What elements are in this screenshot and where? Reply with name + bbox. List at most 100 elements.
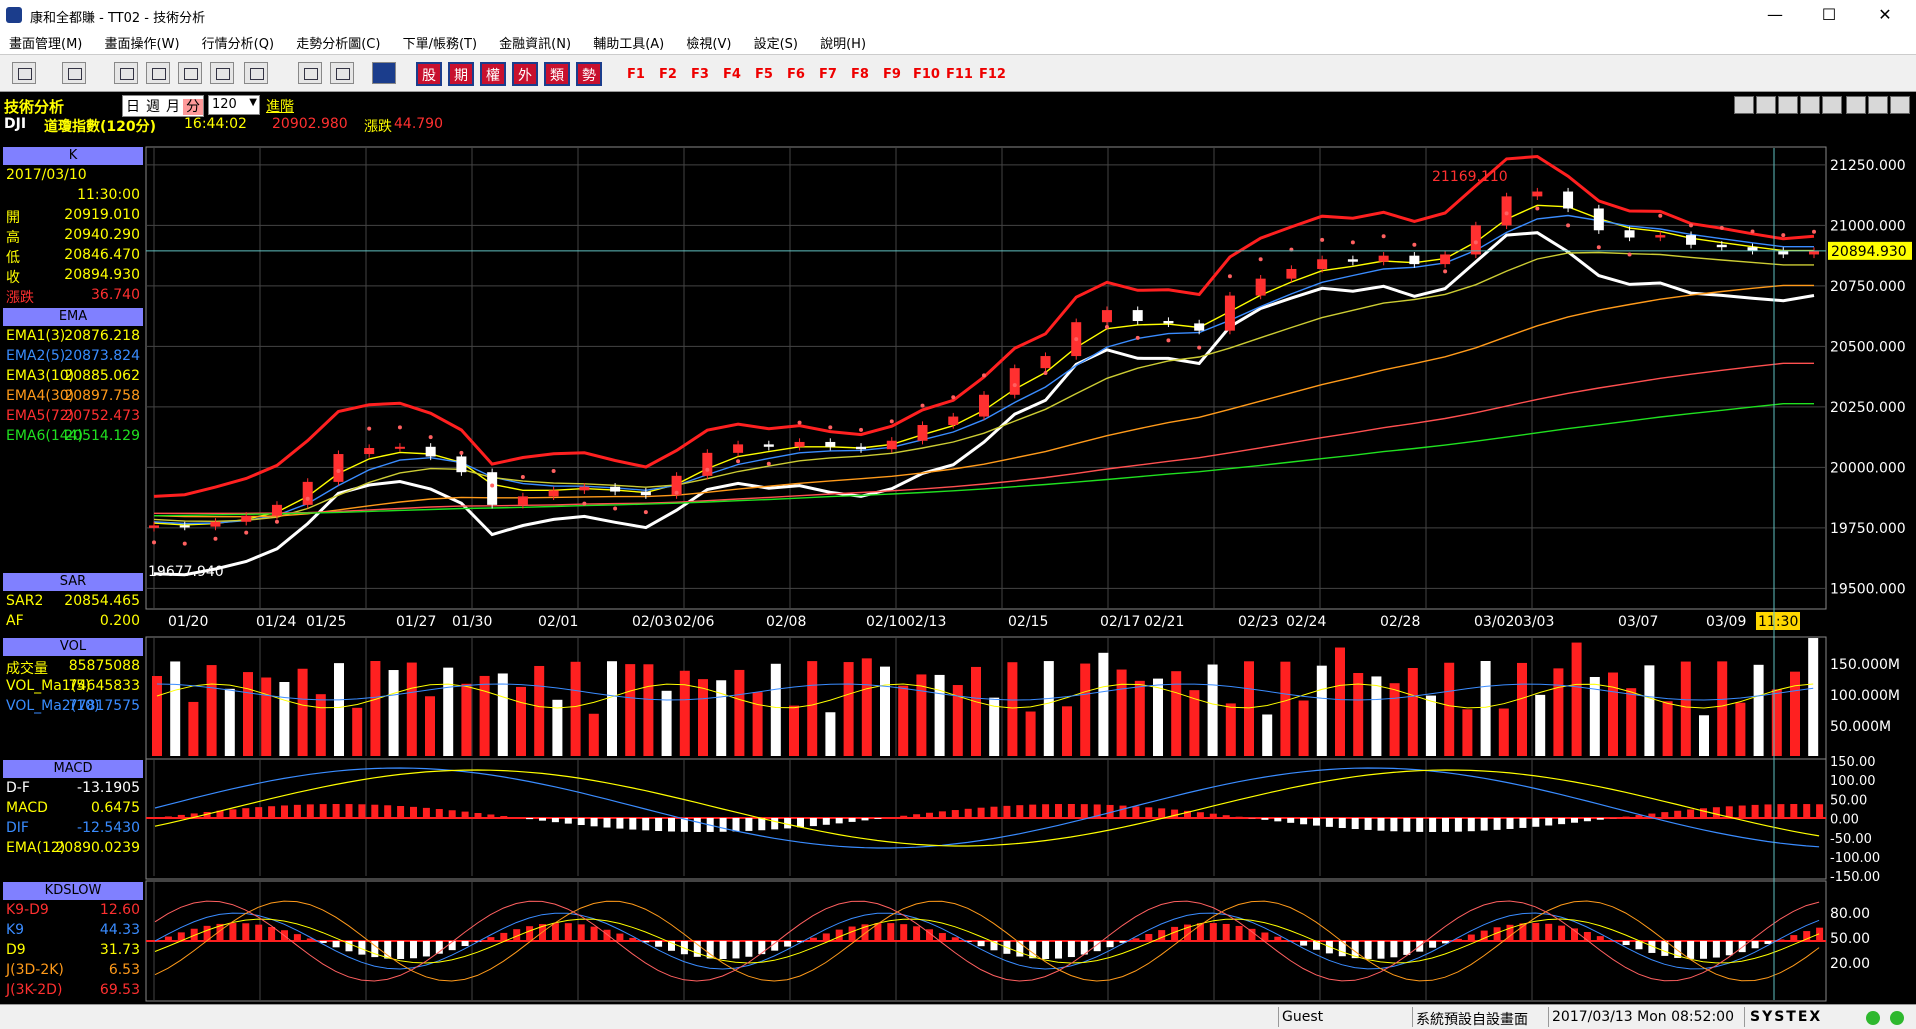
volume-bar bbox=[1572, 643, 1582, 756]
menu-item[interactable]: 畫面操作(W) bbox=[96, 30, 189, 52]
date-tick-label: 01/25 bbox=[306, 614, 346, 630]
close-window-icon[interactable] bbox=[146, 62, 170, 84]
futures-button[interactable]: 期 bbox=[448, 62, 474, 86]
menu-item[interactable]: 下單/帳務(T) bbox=[394, 30, 486, 52]
foreign-button[interactable]: 外 bbox=[512, 62, 538, 86]
interval-select[interactable]: 120 ▼ bbox=[208, 95, 260, 115]
candle-body bbox=[1071, 322, 1081, 356]
volume-bar bbox=[1699, 715, 1709, 756]
menu-item[interactable]: 畫面管理(M) bbox=[0, 30, 91, 52]
volume-bar bbox=[461, 684, 471, 756]
kd-bar bbox=[242, 923, 249, 941]
advanced-link[interactable]: 進階 bbox=[266, 96, 294, 116]
zoom-in-icon[interactable] bbox=[1756, 96, 1776, 114]
macd-bar bbox=[449, 810, 456, 818]
period-selector: 日週月分 bbox=[122, 95, 204, 117]
maximize-button[interactable]: ☐ bbox=[1806, 0, 1852, 30]
sar-dot bbox=[582, 502, 586, 506]
layout-icon[interactable] bbox=[12, 62, 36, 84]
kd-bar bbox=[991, 941, 998, 950]
ema-row-value: 20876.218 bbox=[64, 328, 140, 344]
candle-body bbox=[1532, 192, 1542, 197]
kd-bar bbox=[1081, 941, 1088, 955]
candle-body bbox=[1748, 247, 1758, 251]
f10-button[interactable]: F10 bbox=[913, 67, 940, 82]
kd-bar bbox=[436, 941, 443, 954]
color-icon[interactable] bbox=[244, 62, 268, 84]
f5-button[interactable]: F5 bbox=[755, 67, 773, 82]
period-minute[interactable]: 分 bbox=[183, 99, 203, 115]
f12-button[interactable]: F12 bbox=[979, 67, 1006, 82]
print-icon[interactable] bbox=[298, 62, 322, 84]
kd-bar bbox=[1068, 941, 1075, 957]
candle-body bbox=[487, 472, 497, 505]
kd-line bbox=[155, 919, 1819, 963]
macd-bar bbox=[1765, 804, 1772, 818]
tile-icon[interactable] bbox=[178, 62, 202, 84]
macd-bar bbox=[604, 818, 611, 828]
sar-dot bbox=[398, 425, 402, 429]
trend-button[interactable]: 勢 bbox=[576, 62, 602, 86]
period-month[interactable]: 月 bbox=[163, 99, 183, 115]
macd-bar bbox=[1648, 814, 1655, 818]
candle-body bbox=[1471, 225, 1481, 254]
f8-button[interactable]: F8 bbox=[851, 67, 869, 82]
candle-body bbox=[1163, 321, 1173, 323]
f2-button[interactable]: F2 bbox=[659, 67, 677, 82]
macd-bar bbox=[887, 817, 894, 818]
menu-item[interactable]: 輔助工具(A) bbox=[584, 30, 673, 52]
menu-item[interactable]: 金融資訊(N) bbox=[490, 30, 580, 52]
f6-button[interactable]: F6 bbox=[787, 67, 805, 82]
zoom-icon[interactable] bbox=[114, 62, 138, 84]
minimize-button[interactable]: — bbox=[1752, 0, 1798, 30]
kd-bar bbox=[913, 926, 920, 941]
macd-bar bbox=[913, 814, 920, 818]
settings-icon[interactable] bbox=[1890, 96, 1910, 114]
kd-line bbox=[155, 901, 1819, 981]
save-layout-icon[interactable] bbox=[62, 62, 86, 84]
symbol-name: 道瓊指數(120分) bbox=[44, 116, 156, 136]
period-week[interactable]: 週 bbox=[143, 99, 163, 115]
menu-item[interactable]: 設定(S) bbox=[745, 30, 807, 52]
systex-logo-icon[interactable] bbox=[372, 62, 396, 84]
draw-tool-icon[interactable] bbox=[1822, 96, 1842, 114]
macd-bar bbox=[1365, 818, 1372, 830]
volume-bar bbox=[916, 674, 926, 756]
f4-button[interactable]: F4 bbox=[723, 67, 741, 82]
server-status-icon bbox=[1890, 1011, 1904, 1025]
menu-item[interactable]: 走勢分析圖(C) bbox=[287, 30, 389, 52]
magnify-minus-icon[interactable] bbox=[1778, 96, 1798, 114]
ema-row-label: EMA1(3) bbox=[6, 328, 65, 344]
candle-body bbox=[764, 444, 774, 446]
candle-body bbox=[795, 442, 805, 447]
volume-bar bbox=[662, 691, 672, 756]
restore-icon[interactable] bbox=[1868, 96, 1888, 114]
zoom-out-icon[interactable] bbox=[1734, 96, 1754, 114]
category-button[interactable]: 類 bbox=[544, 62, 570, 86]
f9-button[interactable]: F9 bbox=[883, 67, 901, 82]
kd-bar bbox=[294, 934, 301, 941]
f7-button[interactable]: F7 bbox=[819, 67, 837, 82]
options-button[interactable]: 權 bbox=[480, 62, 506, 86]
save-icon[interactable] bbox=[1846, 96, 1866, 114]
chart-icon[interactable] bbox=[330, 62, 354, 84]
candle-body bbox=[210, 522, 220, 527]
menu-item[interactable]: 行情分析(Q) bbox=[193, 30, 283, 52]
f3-button[interactable]: F3 bbox=[691, 67, 709, 82]
stock-button[interactable]: 股 bbox=[416, 62, 442, 86]
volume-bar bbox=[935, 675, 945, 756]
period-day[interactable]: 日 bbox=[123, 99, 143, 115]
menu-item[interactable]: 檢視(V) bbox=[677, 30, 740, 52]
split-icon[interactable] bbox=[210, 62, 234, 84]
chevron-down-icon: ▼ bbox=[249, 97, 257, 108]
candle-body bbox=[948, 417, 958, 425]
magnify-plus-icon[interactable] bbox=[1800, 96, 1820, 114]
f1-button[interactable]: F1 bbox=[627, 67, 645, 82]
close-button[interactable]: ✕ bbox=[1862, 0, 1908, 30]
kd-bar bbox=[1803, 931, 1810, 941]
kd-bar bbox=[1584, 932, 1591, 941]
volume-bar bbox=[1080, 664, 1090, 756]
menu-item[interactable]: 說明(H) bbox=[811, 30, 875, 52]
f11-button[interactable]: F11 bbox=[946, 67, 973, 82]
